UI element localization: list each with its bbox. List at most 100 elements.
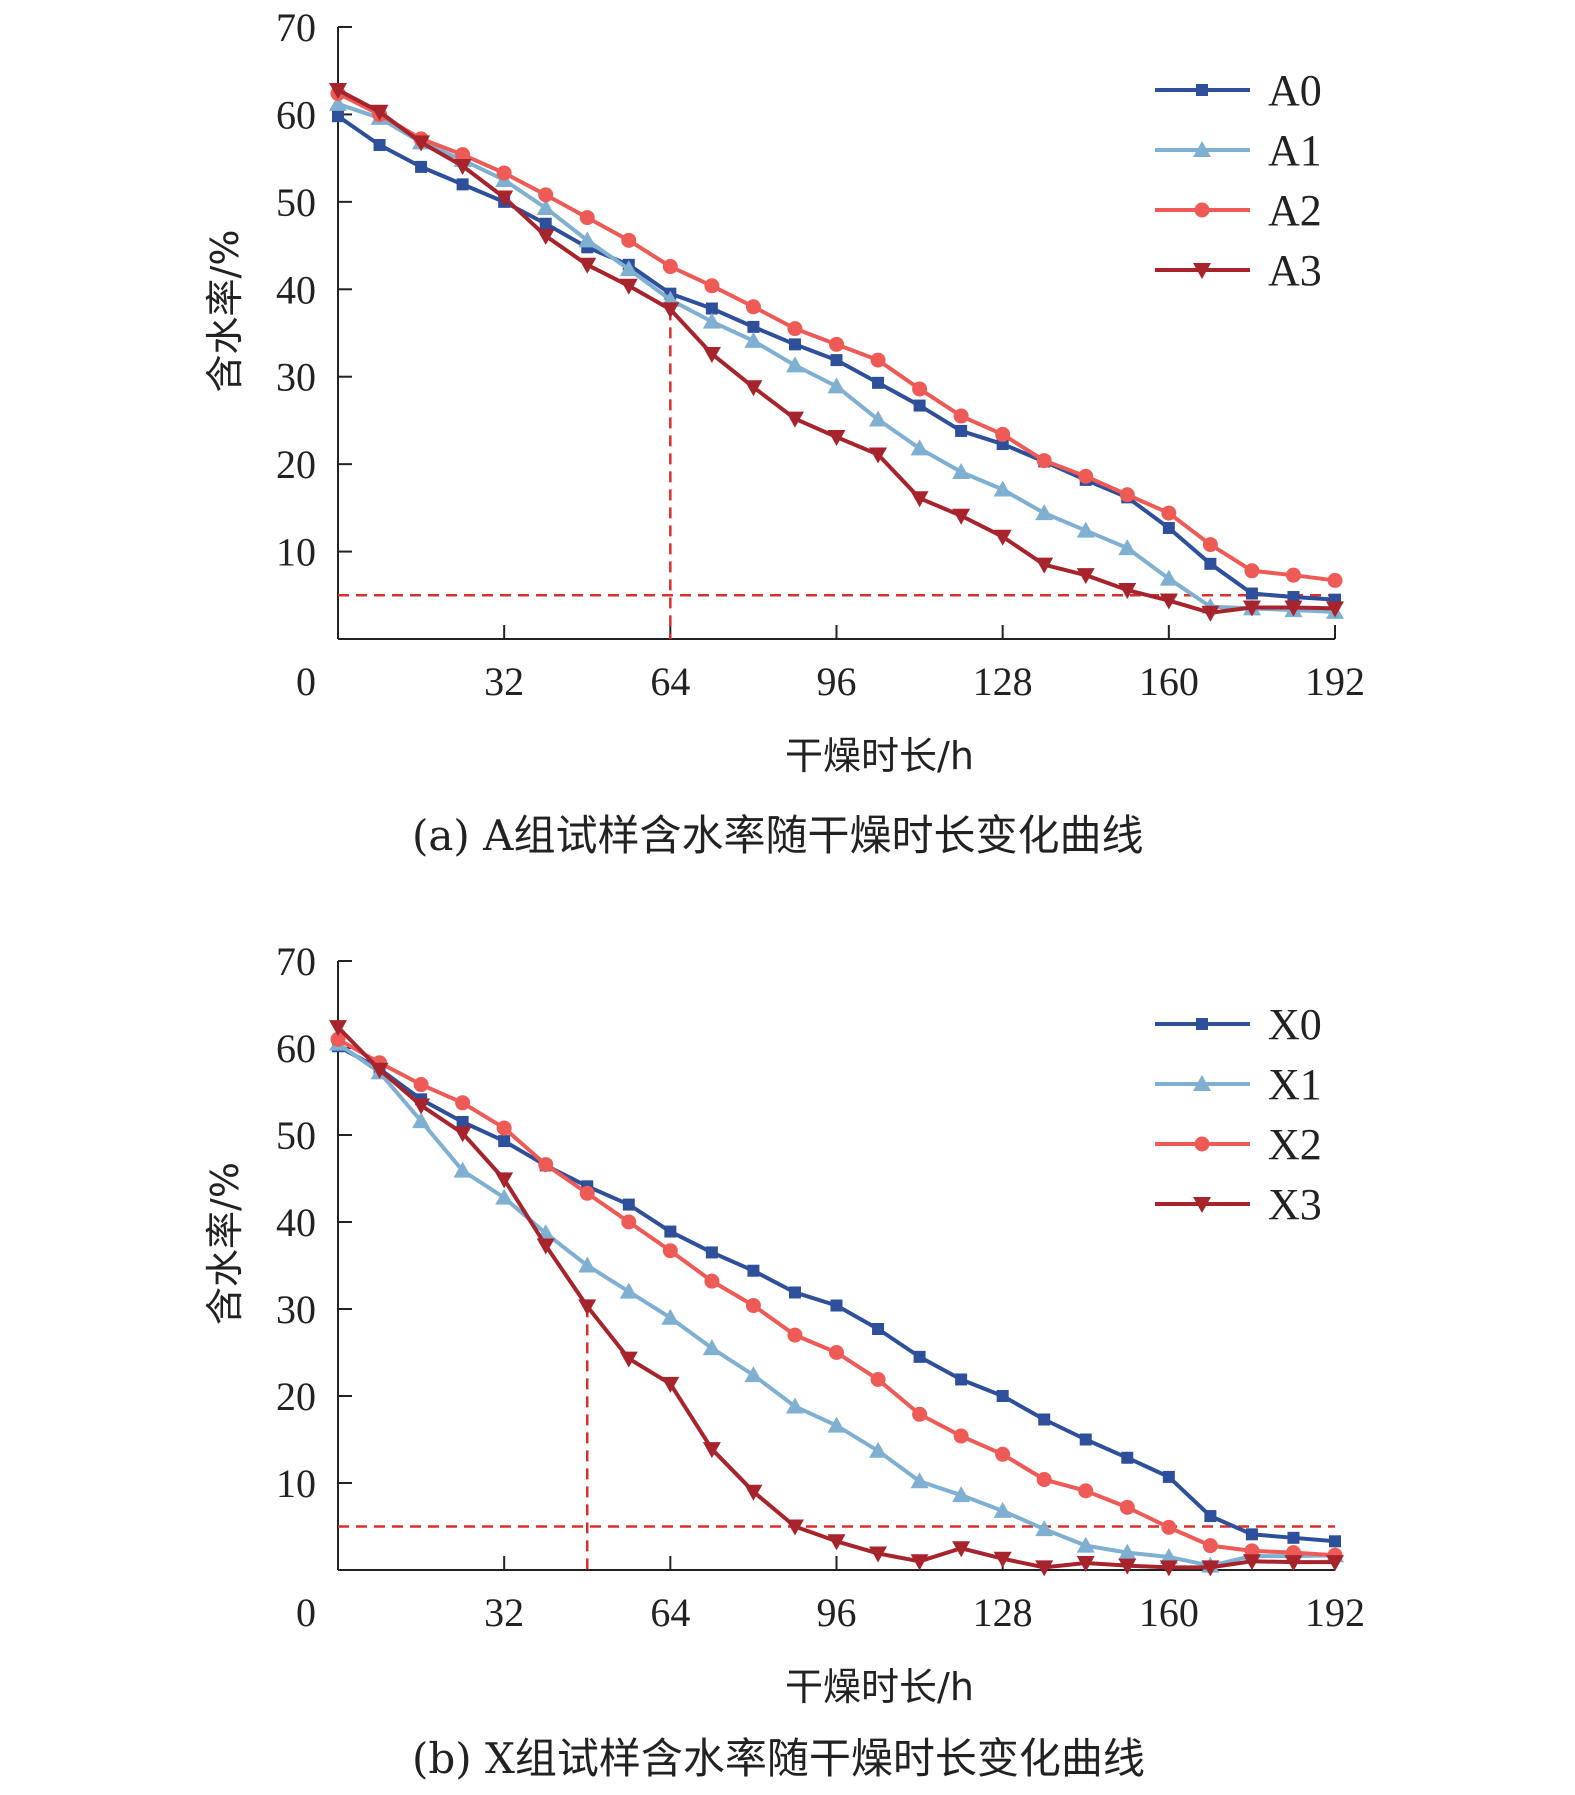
data-point	[1078, 1483, 1094, 1499]
data-point	[913, 399, 926, 412]
series-line	[336, 1025, 1335, 1570]
data-point	[953, 408, 969, 424]
data-point	[1161, 505, 1177, 521]
x-tick-label: 64	[650, 1590, 690, 1635]
legend-label: A3	[1268, 246, 1322, 295]
data-point	[830, 354, 843, 367]
legend-swatch-marker	[1194, 1136, 1210, 1152]
data-point	[995, 426, 1011, 442]
x-tick-label: 192	[1305, 1590, 1365, 1635]
legend-item: A3	[1155, 246, 1322, 295]
data-point	[412, 135, 431, 152]
legend: A0 A1 A2 A3	[1155, 66, 1322, 295]
data-point	[1118, 539, 1137, 556]
legend-item: X0	[1155, 1000, 1322, 1049]
data-point	[661, 302, 680, 319]
data-point	[495, 1188, 514, 1205]
data-point	[910, 1472, 929, 1489]
data-point	[1161, 1519, 1177, 1535]
series-X2	[330, 1031, 1343, 1563]
data-point	[993, 480, 1012, 497]
data-point	[910, 1554, 929, 1571]
legend-label: X2	[1268, 1120, 1322, 1169]
x-tick-label: 128	[973, 1590, 1033, 1635]
chart-1: 10 20 30 40 50 60 70 0 32 64 96 128 160 192 A0 A1 A2 A3 含水…	[203, 5, 1365, 860]
data-point	[910, 491, 929, 508]
data-point	[830, 1299, 843, 1312]
y-tick-label: 40	[276, 267, 316, 312]
y-tick-label: 30	[276, 355, 316, 400]
series-A3	[329, 82, 1344, 622]
x-tick-label: 0	[296, 1590, 316, 1635]
legend-label: A2	[1268, 186, 1322, 235]
data-point	[538, 187, 554, 203]
data-point	[785, 1519, 804, 1536]
y-tick-label: 50	[276, 1113, 316, 1158]
data-point	[1118, 583, 1137, 600]
data-point	[1204, 557, 1217, 570]
series-line	[337, 1044, 1336, 1544]
data-point	[495, 190, 514, 207]
data-point	[872, 376, 885, 389]
data-point	[1159, 569, 1178, 586]
data-point	[1162, 521, 1175, 534]
data-point	[993, 1551, 1012, 1568]
data-point	[745, 299, 761, 315]
data-point	[952, 1541, 971, 1558]
data-point	[744, 331, 763, 348]
data-point	[704, 1273, 720, 1289]
data-point	[996, 1390, 1009, 1402]
data-point	[952, 508, 971, 525]
legend-item: A0	[1155, 66, 1322, 115]
data-point	[453, 159, 472, 176]
data-point	[953, 1428, 969, 1444]
data-point	[661, 1376, 680, 1393]
data-point	[413, 1077, 429, 1093]
x-tick-label: 96	[817, 659, 857, 704]
legend-swatch-marker	[1193, 1197, 1211, 1213]
data-point	[1035, 504, 1054, 521]
data-point	[1035, 557, 1054, 574]
data-point	[1202, 1538, 1218, 1554]
data-point	[1159, 1547, 1178, 1564]
data-point	[1119, 1499, 1135, 1515]
data-point	[910, 439, 929, 456]
data-point	[1162, 1470, 1175, 1483]
data-point	[455, 1095, 471, 1111]
data-point	[869, 447, 888, 464]
legend-item: X2	[1155, 1120, 1322, 1169]
legend: X0 X1 X2 X3	[1155, 1000, 1322, 1229]
data-point	[373, 139, 386, 152]
y-tick-label: 60	[276, 92, 316, 137]
data-point	[785, 356, 804, 373]
data-point	[1159, 593, 1178, 610]
data-point	[456, 178, 469, 191]
data-point	[1329, 1535, 1341, 1548]
data-point	[744, 380, 763, 397]
legend-swatch-marker	[1194, 202, 1210, 218]
data-point	[744, 1484, 763, 1501]
data-point	[578, 1299, 597, 1316]
data-point	[332, 110, 344, 123]
data-point	[704, 278, 720, 294]
y-axis-title: 含水率/%	[203, 1162, 247, 1325]
x-tick-label: 96	[817, 1590, 857, 1635]
y-tick-label: 20	[276, 442, 316, 487]
data-point	[496, 165, 512, 181]
chart-2: 10 20 30 40 50 60 70 0 32 64 96 128 160 192 X0 X1 X2 X3 含水…	[203, 939, 1365, 1783]
data-point	[870, 1371, 886, 1387]
data-point	[1035, 1520, 1054, 1537]
data-point	[952, 463, 971, 480]
legend-item: X1	[1155, 1060, 1322, 1109]
data-point	[1202, 537, 1218, 553]
y-tick-label: 50	[276, 180, 316, 225]
data-point	[1204, 1510, 1217, 1523]
data-point	[788, 338, 801, 351]
x-tick-label: 64	[650, 659, 690, 704]
x-tick-label: 32	[484, 1590, 524, 1635]
data-point	[1036, 1472, 1052, 1488]
x-tick-label: 128	[973, 659, 1033, 704]
data-point	[705, 302, 718, 315]
x-tick-label: 192	[1305, 659, 1365, 704]
x-axis-title: 干燥时长/h	[785, 1665, 974, 1709]
